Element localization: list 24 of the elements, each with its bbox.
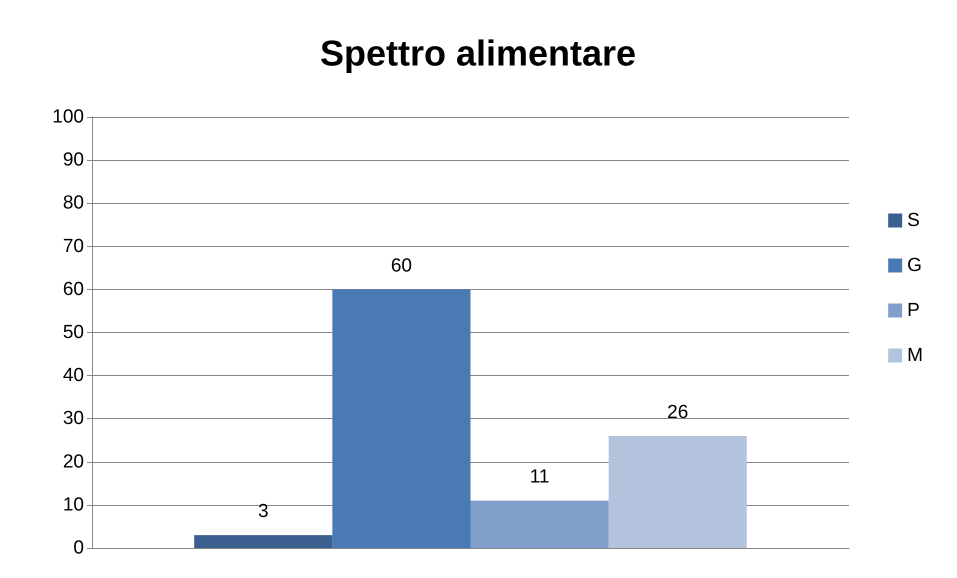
- bar: [194, 535, 332, 548]
- y-tick-label: 20: [62, 451, 84, 472]
- data-label: 26: [667, 402, 688, 423]
- y-tick-label: 100: [52, 106, 84, 128]
- legend-label: M: [907, 345, 923, 366]
- y-tick-label: 60: [62, 278, 84, 300]
- data-label: 11: [530, 466, 550, 488]
- y-tick-label: 70: [62, 236, 84, 257]
- bar: [332, 289, 470, 548]
- data-label: 3: [258, 501, 269, 522]
- chart-title: Spettro alimentare: [320, 32, 636, 74]
- legend-label: G: [907, 255, 922, 276]
- data-label: 60: [390, 255, 412, 276]
- y-tick-label: 40: [62, 365, 84, 386]
- y-tick-label: 0: [73, 538, 84, 558]
- bar: [470, 500, 609, 548]
- y-tick-label: 10: [62, 494, 84, 516]
- y-tick-label: 50: [62, 322, 84, 343]
- legend-label: S: [907, 210, 920, 231]
- y-tick-label: 30: [62, 408, 84, 430]
- bar: [608, 436, 747, 548]
- legend-label: P: [907, 300, 920, 321]
- y-tick-label: 90: [62, 150, 84, 171]
- y-tick-label: 80: [62, 192, 84, 214]
